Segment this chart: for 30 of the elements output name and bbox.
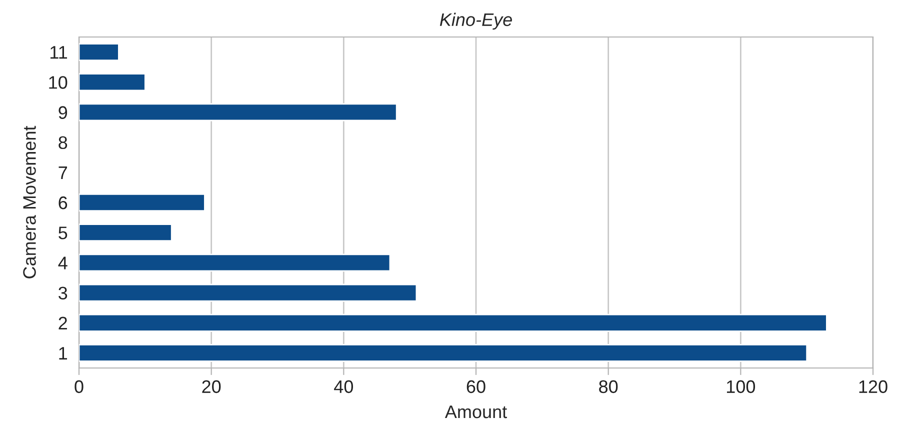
x-tick-label: 80	[599, 380, 618, 394]
bar	[79, 344, 808, 362]
y-tick-label: 4	[58, 256, 68, 270]
y-tick-label: 11	[50, 46, 68, 59]
x-tick-label: 0	[74, 380, 84, 394]
bar	[79, 43, 120, 62]
y-axis-title: Camera Movement	[23, 126, 36, 278]
bar	[79, 194, 206, 212]
x-tick-label: 60	[466, 380, 486, 394]
x-axis-title: Amount	[444, 406, 507, 418]
bar	[79, 224, 172, 242]
x-tick-label: 40	[334, 380, 354, 394]
y-tick-label: 9	[58, 106, 68, 119]
bar	[79, 254, 391, 272]
y-tick-label: 1	[59, 347, 68, 360]
chart-title: Kino-Eye	[440, 12, 512, 30]
bar	[79, 314, 828, 332]
y-tick-label: 10	[49, 76, 68, 89]
y-tick-label: 6	[58, 196, 68, 210]
y-tick-label: 5	[58, 226, 68, 240]
y-tick-label: 2	[58, 316, 67, 330]
bar	[79, 284, 418, 302]
y-tick-label: 8	[58, 136, 68, 150]
x-tick-label: 120	[859, 380, 888, 394]
y-tick-label: 7	[58, 166, 67, 179]
x-tick-label: 20	[202, 380, 221, 394]
y-tick-label: 3	[58, 286, 68, 300]
bar	[79, 103, 398, 122]
x-tick-label: 100	[726, 380, 756, 394]
bar	[79, 73, 146, 92]
